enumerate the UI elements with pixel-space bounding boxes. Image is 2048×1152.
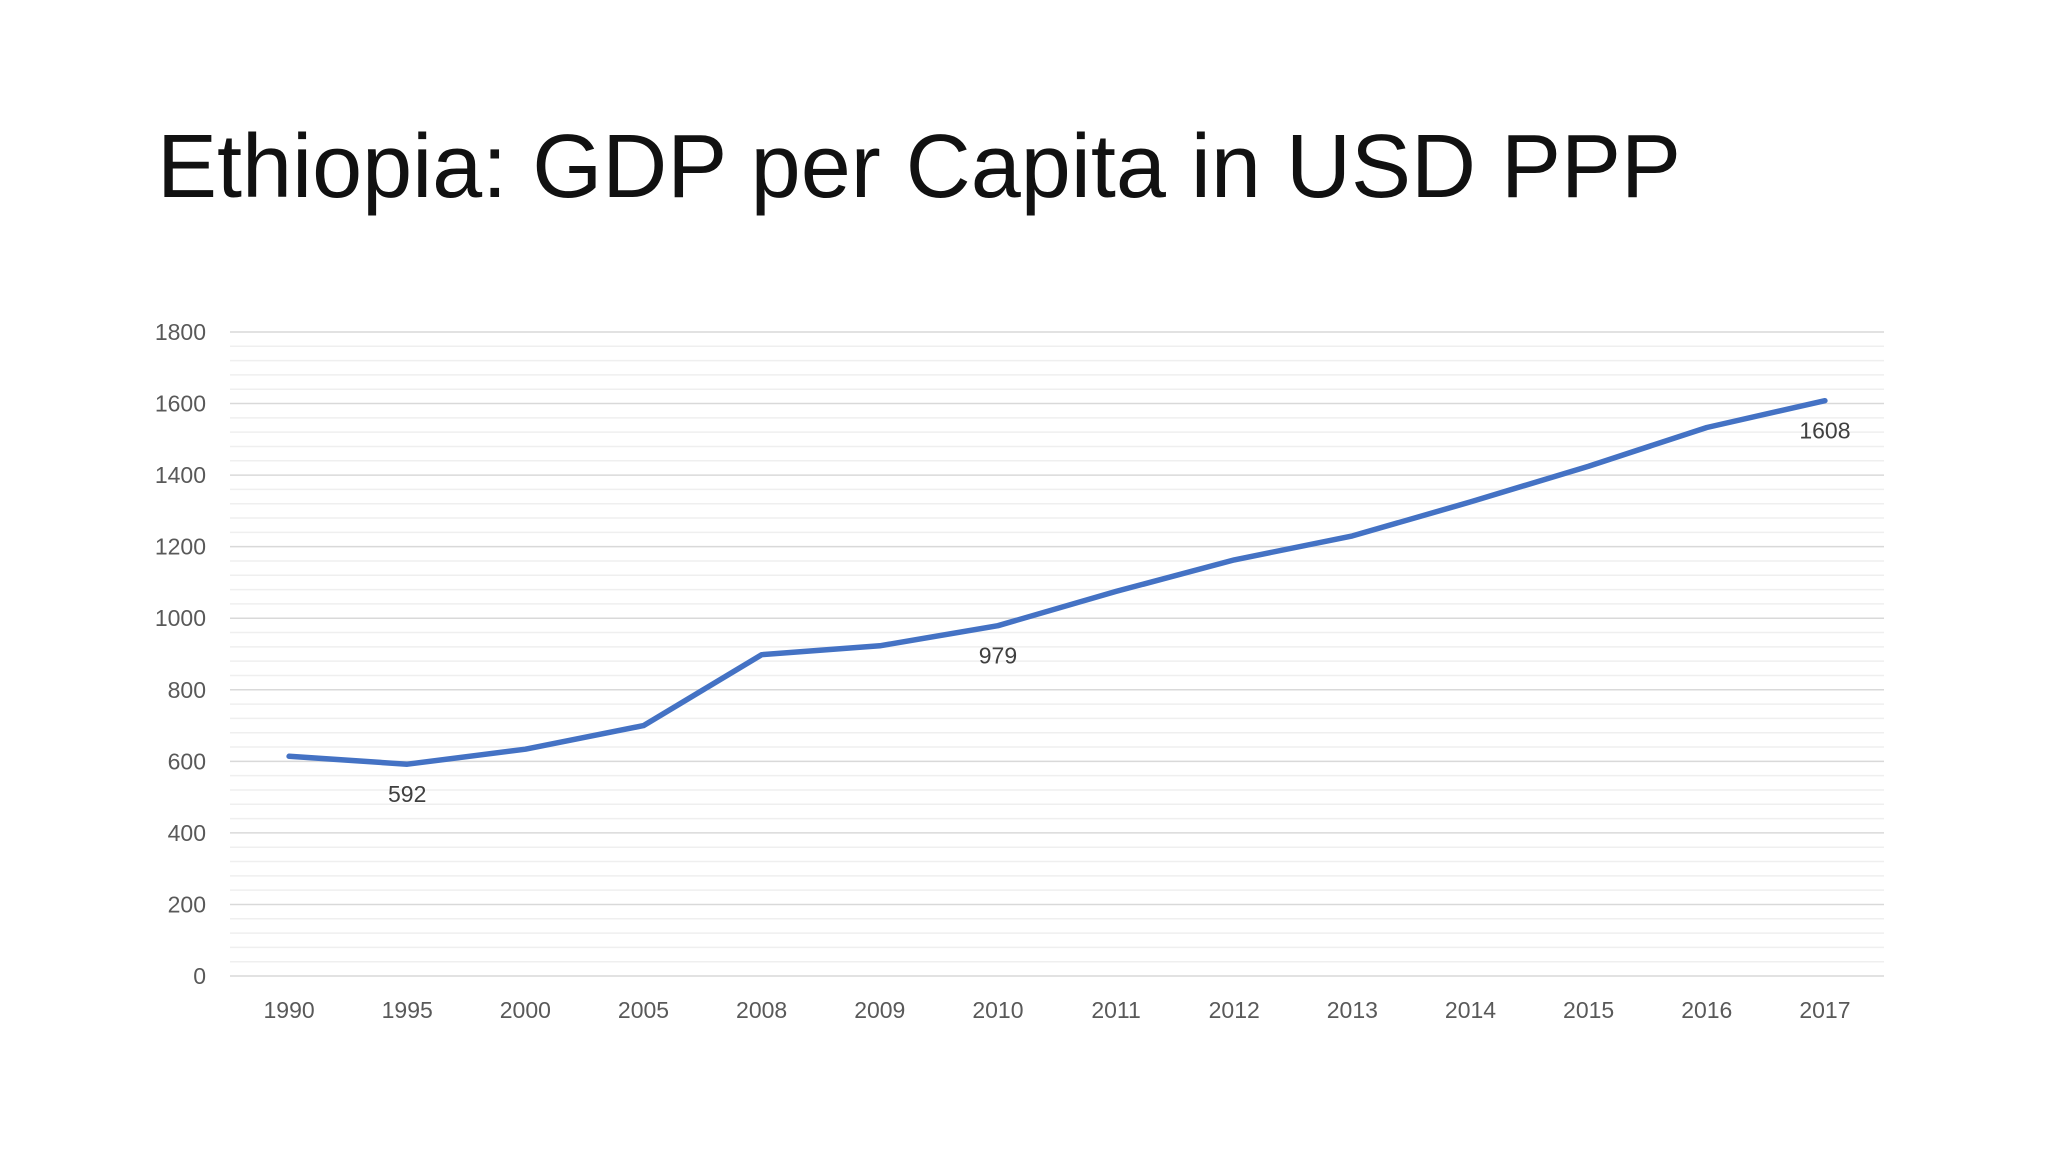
- series-line: [286, 397, 1828, 767]
- y-tick-label: 600: [168, 748, 206, 774]
- x-tick-label: 2008: [736, 997, 787, 1023]
- y-tick-label: 400: [168, 820, 206, 846]
- y-tick-label: 1400: [155, 462, 206, 488]
- y-tick-label: 800: [168, 677, 206, 703]
- x-tick-label: 2016: [1681, 997, 1732, 1023]
- data-label: 592: [388, 781, 426, 807]
- x-tick-label: 1990: [263, 997, 314, 1023]
- x-tick-label: 2017: [1799, 997, 1850, 1023]
- x-tick-label: 2011: [1091, 997, 1140, 1023]
- grid-lines: [230, 331, 1884, 977]
- x-tick-label: 2000: [500, 997, 551, 1023]
- x-tick-label: 2014: [1445, 997, 1496, 1023]
- y-tick-label: 0: [193, 963, 206, 989]
- x-tick-label: 2010: [972, 997, 1023, 1023]
- x-tick-label: 2015: [1563, 997, 1614, 1023]
- series: [286, 397, 1828, 767]
- axes: 0 200 400 600 800 1000 1200 1400 1600 1800 1990 199…: [155, 319, 1851, 1023]
- slide-title: Ethiopia: GDP per Capita in USD PPP: [157, 117, 1682, 217]
- data-label: 979: [979, 643, 1017, 669]
- x-tick-label: 2013: [1327, 997, 1378, 1023]
- x-tick-label: 2012: [1209, 997, 1260, 1023]
- x-tick-label: 1995: [382, 997, 433, 1023]
- data-label: 1608: [1799, 418, 1850, 444]
- x-tick-label: 2005: [618, 997, 669, 1023]
- y-tick-label: 1200: [155, 534, 206, 560]
- x-tick-label: 2009: [854, 997, 905, 1023]
- y-tick-label: 1000: [155, 605, 206, 631]
- y-tick-label: 200: [168, 891, 206, 917]
- y-tick-label: 1800: [155, 319, 206, 345]
- data-labels: 592 979 1608: [388, 418, 1850, 808]
- y-tick-label: 1600: [155, 391, 206, 417]
